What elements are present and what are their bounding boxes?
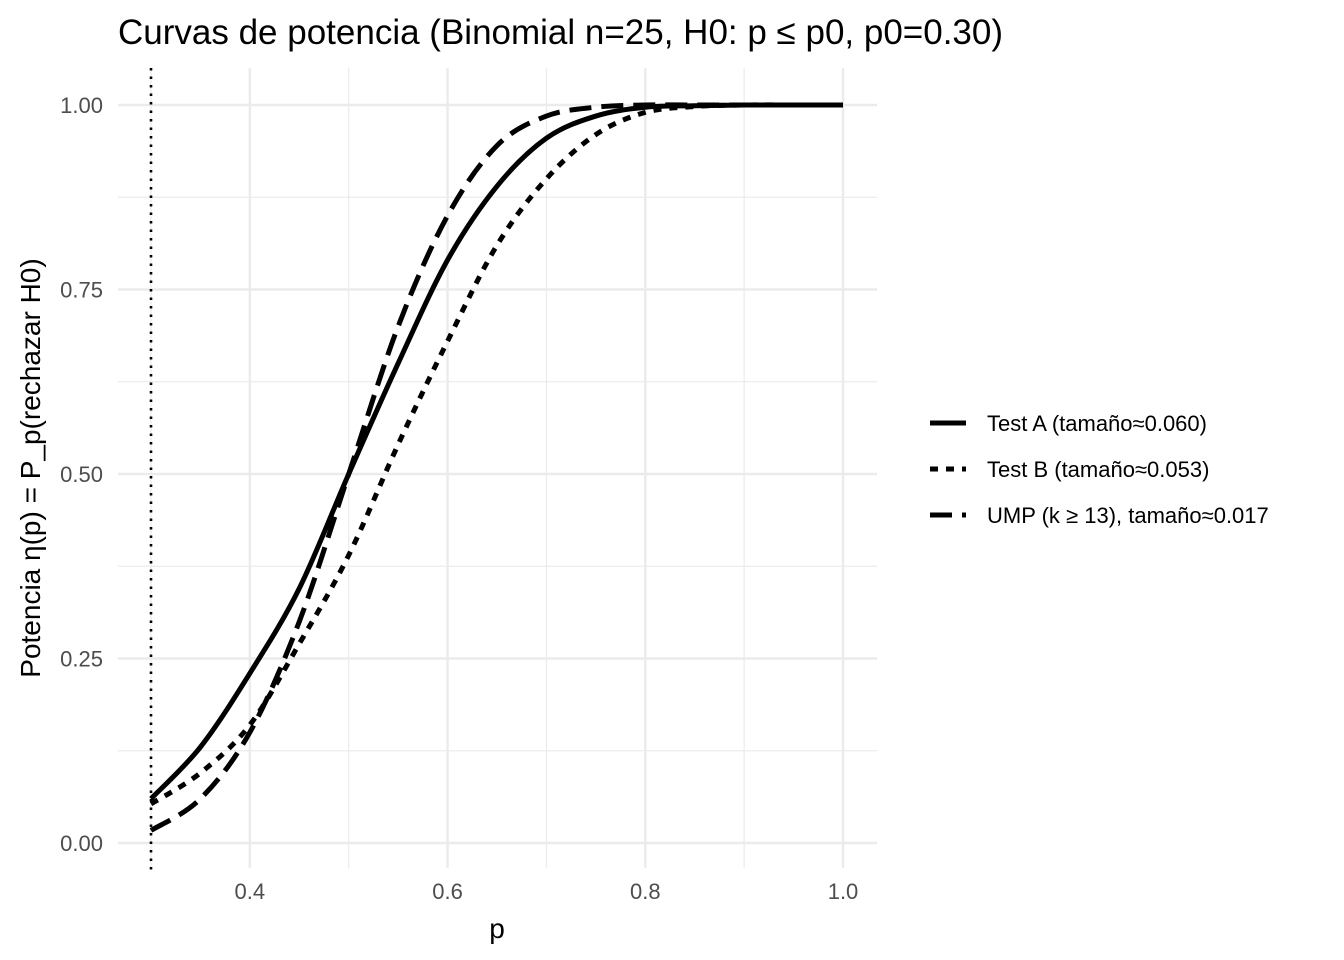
legend-label-0: Test A (tamaño≈0.060): [987, 411, 1207, 436]
series-line-1: [149, 102, 843, 807]
y-axis-ticks: 0.00 0.25 0.50 0.75 1.00: [60, 93, 103, 856]
y-tick-label: 0.25: [60, 647, 103, 672]
legend-label-1: Test B (tamaño≈0.053): [987, 457, 1209, 482]
y-tick-label: 0.00: [60, 831, 103, 856]
x-tick-label: 0.6: [432, 879, 463, 904]
x-tick-label: 1.0: [828, 879, 859, 904]
grid: [118, 68, 877, 868]
x-tick-label: 0.8: [630, 879, 661, 904]
legend: Test A (tamaño≈0.060) Test B (tamaño≈0.05…: [930, 411, 1269, 528]
y-tick-label: 0.50: [60, 462, 103, 487]
legend-label-2: UMP (k ≥ 13), tamaño≈0.017: [987, 503, 1269, 528]
y-tick-label: 0.75: [60, 278, 103, 303]
chart-title: Curvas de potencia (Binomial n=25, H0: p…: [118, 13, 1003, 52]
x-axis-ticks: 0.4 0.6 0.8 1.0: [235, 879, 859, 904]
y-axis-title: Potencia η(p) = P_p(rechazar H0): [15, 258, 46, 677]
x-axis-title: p: [489, 913, 505, 944]
series-group: [149, 102, 843, 833]
y-tick-label: 1.00: [60, 93, 103, 118]
series-line-0: [149, 102, 843, 801]
x-tick-label: 0.4: [235, 879, 266, 904]
